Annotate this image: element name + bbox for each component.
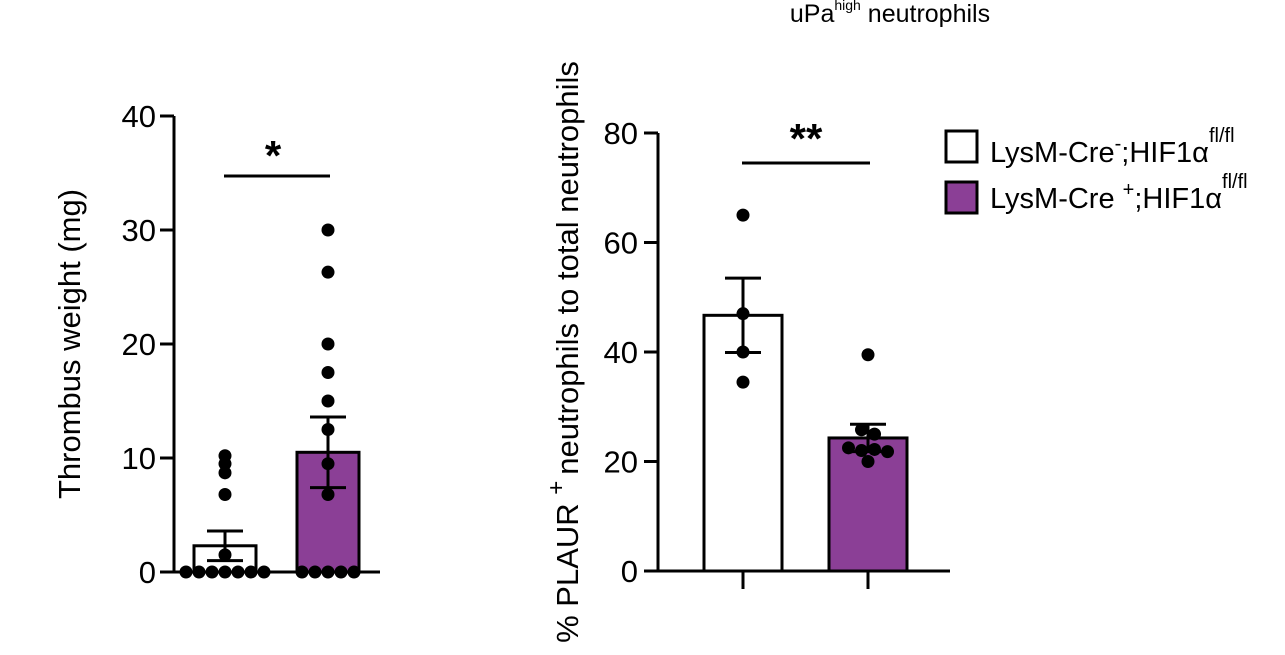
p2-y-tick-label: 60 [604, 226, 638, 261]
p1-data-point [257, 565, 271, 579]
p1-data-point [321, 337, 335, 351]
p2-data-point [868, 442, 881, 456]
p2-data-point [861, 455, 875, 468]
p2-data-point [868, 427, 881, 441]
p1-data-point [321, 394, 335, 408]
p1-data-point [321, 565, 335, 579]
p1-data-point [205, 565, 219, 579]
p1-y-tick-label: 0 [139, 555, 156, 590]
p1-data-point [321, 265, 335, 279]
p1-data-point [179, 565, 193, 579]
legend-label-2: LysM-Cre +;HIF1αfl/fl [990, 171, 1248, 215]
p1-significance: * [265, 132, 282, 179]
p2-significance: ** [790, 115, 823, 162]
p2-y-tick-label: 40 [604, 335, 638, 370]
p2-y-axis-title: % PLAUR +neutrophils to total neutrophil… [543, 61, 585, 643]
legend-label-1: LysM-Cre-;HIF1αfl/fl [990, 125, 1235, 169]
p2-y-tick-label: 80 [604, 116, 638, 151]
p2-data-point [861, 348, 875, 362]
p1-data-point [321, 223, 335, 237]
p1-data-point [347, 565, 361, 579]
p1-data-point [308, 565, 322, 579]
p1-data-point [295, 565, 309, 579]
p1-y-tick-label: 30 [122, 213, 156, 248]
p1-data-point [218, 487, 232, 501]
p2-data-point [881, 445, 894, 459]
p2-data-point [855, 444, 868, 458]
p2-data-point [736, 375, 750, 389]
p2-data-point [736, 208, 750, 222]
p1-data-point [218, 466, 232, 480]
plaur-neutrophils-chart: uPahigh neutrophils 0 20 40 60 80 ** % PLAUR… [543, 0, 990, 643]
legend: LysM-Cre-;HIF1αfl/fl LysM-Cre +;HIF1αfl/… [944, 125, 1248, 215]
p1-y-tick-label: 40 [122, 99, 156, 134]
p1-y-tick-label: 20 [122, 327, 156, 362]
p1-data-point [321, 457, 335, 471]
p1-data-point [321, 423, 335, 436]
legend-swatch-1 [944, 129, 979, 164]
p1-y-tick-label: 10 [122, 441, 156, 476]
p2-y-tick-label: 20 [604, 445, 638, 480]
p1-data-point [218, 548, 232, 562]
p2-data-point [855, 423, 868, 437]
p1-data-point [218, 565, 232, 579]
p2-y-tick-label: 0 [621, 554, 638, 589]
legend-swatch-2 [944, 180, 979, 215]
p1-y-axis-title: Thrombus weight (mg) [52, 189, 87, 499]
p2-data-point [842, 441, 855, 455]
p2-title: uPahigh neutrophils [790, 0, 990, 28]
p2-data-point [736, 345, 750, 359]
p1-data-point [244, 565, 258, 579]
p1-data-point [192, 565, 206, 579]
p1-data-point [321, 487, 335, 501]
thrombus-weight-chart: 0 10 20 30 40 * Thrombus weight (mg) [52, 99, 380, 590]
p1-data-point [321, 366, 335, 379]
p1-data-point [218, 457, 232, 471]
p1-data-point [334, 565, 348, 579]
p2-data-point [736, 307, 750, 321]
p1-data-point [231, 565, 245, 579]
